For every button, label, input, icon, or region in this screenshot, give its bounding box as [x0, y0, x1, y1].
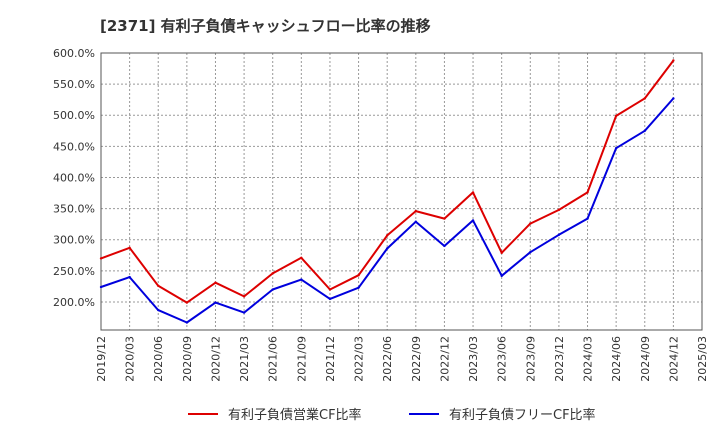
data-point	[328, 288, 332, 291]
x-tick-label: 2020/06	[152, 336, 165, 382]
data-point	[357, 274, 360, 277]
x-tick-label: 2023/03	[467, 336, 480, 382]
legend-label-2: 有利子負債フリーCF比率	[449, 407, 596, 423]
data-point	[385, 234, 389, 237]
data-point	[586, 191, 589, 194]
data-point	[414, 220, 418, 223]
x-tick-label: 2021/03	[238, 336, 251, 382]
y-tick-label: 300.0%	[53, 234, 95, 247]
chart-title: [2371] 有利子負債キャッシュフロー比率の推移	[100, 17, 431, 35]
x-tick-label: 2022/03	[353, 336, 366, 382]
data-point	[500, 274, 503, 278]
y-tick-label: 500.0%	[53, 109, 95, 122]
x-tick-label: 2025/03	[696, 336, 709, 382]
data-point	[385, 247, 389, 250]
data-point	[242, 295, 246, 298]
grid	[100, 52, 703, 330]
legend-label-1: 有利子負債営業CF比率	[228, 407, 362, 423]
data-point	[414, 209, 418, 213]
x-tick-label: 2020/03	[124, 336, 137, 382]
data-point	[500, 251, 503, 255]
legend: 有利子負債営業CF比率 有利子負債フリーCF比率	[188, 407, 596, 423]
x-tick-label: 2023/06	[496, 336, 509, 382]
x-tick-label: 2021/09	[295, 336, 308, 382]
data-point	[443, 244, 446, 248]
y-tick-label: 200.0%	[53, 296, 95, 309]
y-axis: 200.0% 250.0% 300.0% 350.0% 400.0% 450.0% 500.…	[53, 47, 95, 309]
data-point	[357, 286, 360, 289]
data-point	[529, 222, 532, 225]
y-tick-label: 250.0%	[53, 265, 95, 278]
data-point	[529, 250, 532, 254]
x-tick-label: 2022/09	[410, 336, 423, 382]
data-point	[300, 256, 303, 259]
data-point	[443, 217, 446, 220]
data-point	[557, 233, 561, 236]
data-point	[185, 321, 189, 324]
data-point	[643, 97, 646, 100]
x-tick-label: 2023/09	[524, 336, 537, 382]
data-point	[271, 272, 274, 275]
x-tick-label: 2020/12	[209, 336, 222, 382]
y-tick-label: 450.0%	[53, 140, 95, 153]
x-tick-label: 2021/06	[267, 336, 280, 382]
data-point	[157, 308, 160, 312]
data-point	[614, 147, 618, 150]
data-point	[128, 246, 131, 250]
x-tick-label: 2024/03	[582, 336, 595, 382]
x-tick-label: 2019/12	[95, 336, 108, 382]
plot-frame	[100, 52, 703, 331]
data-point	[157, 284, 160, 288]
data-point	[643, 129, 646, 133]
data-point	[471, 191, 475, 194]
data-point	[185, 301, 189, 304]
y-tick-label: 600.0%	[53, 47, 95, 60]
x-tick-label: 2024/09	[639, 336, 652, 382]
x-tick-label: 2023/12	[553, 336, 566, 382]
x-tick-label: 2022/06	[381, 336, 394, 382]
x-tick-label: 2020/09	[181, 336, 194, 382]
data-point	[271, 288, 274, 291]
y-tick-label: 550.0%	[53, 78, 95, 91]
data-point	[300, 278, 303, 281]
data-point	[328, 297, 332, 301]
data-point	[214, 281, 217, 284]
data-point	[586, 217, 589, 220]
series-lines	[99, 59, 675, 324]
data-point	[214, 301, 217, 304]
data-point	[242, 311, 246, 314]
data-point	[471, 219, 475, 222]
x-tick-label: 2024/12	[667, 336, 680, 382]
y-tick-label: 400.0%	[53, 171, 95, 184]
data-point	[672, 97, 675, 100]
x-tick-label: 2022/12	[438, 336, 451, 382]
data-point	[99, 257, 103, 260]
x-tick-label: 2024/06	[610, 336, 623, 382]
y-tick-label: 350.0%	[53, 203, 95, 216]
data-point	[614, 114, 618, 118]
data-point	[557, 208, 561, 212]
x-tick-label: 2021/12	[324, 336, 337, 382]
x-axis: 2019/12 2020/03 2020/06 2020/09 2020/12 2021/…	[95, 336, 709, 382]
data-point	[128, 275, 131, 279]
data-point	[99, 285, 103, 289]
data-point	[672, 59, 675, 62]
